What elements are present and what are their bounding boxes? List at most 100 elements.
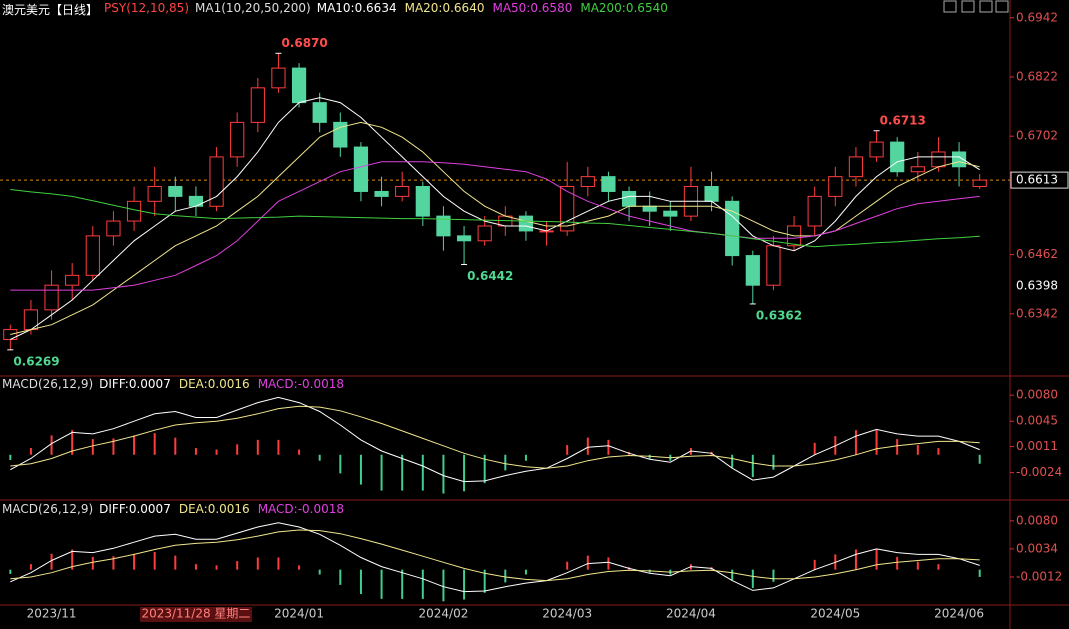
- candle-body: [44, 284, 59, 311]
- main-header: 澳元美元【日线】 PSY(12,10,85) MA1(10,20,50,200)…: [2, 1, 668, 18]
- line: [10, 189, 980, 248]
- candle-body: [456, 235, 472, 242]
- legend-entry: MACD:-0.0018: [257, 502, 345, 516]
- candle-body: [725, 200, 740, 257]
- legend-entry: DIFF:0.0007: [99, 502, 171, 516]
- y-tick-label: 0.6822: [1016, 69, 1058, 83]
- last-price-box: [1010, 171, 1069, 189]
- legend-entry: MA50:0.6580: [492, 1, 573, 15]
- y-tick-label: 0.0080: [1016, 388, 1058, 402]
- candle-body: [663, 210, 678, 217]
- line: [10, 97, 980, 340]
- extreme-label: 0.6362: [756, 308, 802, 322]
- candle-body: [312, 102, 327, 123]
- candle-body: [147, 186, 162, 202]
- legend-entry: MA20:0.6640: [404, 1, 485, 15]
- candle-body: [477, 225, 492, 242]
- candle-body: [807, 195, 822, 227]
- x-tick-label: 2024/01: [274, 607, 324, 621]
- x-tick-label: 2024/02: [419, 607, 469, 621]
- candle-body: [415, 186, 430, 217]
- y-tick-label: 0.6942: [1016, 10, 1058, 24]
- y-tick-label: -0.0024: [1016, 465, 1062, 479]
- toolbar-button[interactable]: [943, 0, 957, 13]
- line: [10, 121, 980, 335]
- panel-title: MACD(26,12,9): [2, 502, 94, 516]
- crosshair-label-bg: [139, 607, 252, 622]
- candle-body: [271, 67, 286, 89]
- toolbar-button[interactable]: [979, 0, 993, 13]
- candle-body: [828, 176, 843, 197]
- candle-body: [910, 166, 925, 173]
- y-tick-label: 0.0034: [1016, 541, 1058, 555]
- candle-body: [126, 200, 142, 222]
- extreme-label: 0.6870: [281, 36, 327, 50]
- legend-entry: DEA:0.0016: [178, 502, 250, 516]
- line: [10, 161, 980, 291]
- candle-body: [436, 215, 451, 237]
- y-tick-label: 0.0011: [1016, 439, 1058, 453]
- candle-body: [766, 245, 781, 286]
- candle-body: [168, 186, 183, 197]
- candle-body: [580, 176, 595, 188]
- indicator: MA1(10,20,50,200): [195, 1, 311, 15]
- marker-price-label: 0.6398: [1016, 279, 1058, 293]
- legend: DIFF:0.0007 DEA:0.0016 MACD:-0.0018: [99, 502, 344, 516]
- toolbar-button[interactable]: [961, 0, 975, 13]
- extreme-label: 0.6442: [467, 269, 513, 283]
- candle-body: [65, 274, 80, 286]
- y-tick-label: 0.6462: [1016, 247, 1058, 261]
- x-tick-label: 2023/11: [27, 607, 77, 621]
- legend-entry: MACD:-0.0018: [257, 377, 345, 391]
- candle-body: [291, 67, 307, 104]
- y-tick-label: 0.0080: [1016, 513, 1058, 527]
- candle-body: [621, 190, 637, 207]
- x-tick-label: 2024/05: [810, 607, 860, 621]
- y-tick-label: -0.0012: [1016, 569, 1062, 583]
- crosshair-label: 2023/11/28 星期二: [141, 607, 250, 621]
- candle-body: [869, 141, 884, 158]
- legend-entry: DEA:0.0016: [178, 377, 250, 391]
- candle-body: [353, 146, 369, 192]
- extreme-label: 0.6713: [880, 113, 926, 127]
- x-tick-label: 2024/04: [666, 607, 716, 621]
- candle-body: [848, 156, 864, 178]
- line: [10, 405, 980, 469]
- candle-body: [250, 87, 265, 123]
- macd-header: MACD(26,12,9) DIFF:0.0007 DEA:0.0016 MACD:…: [2, 377, 344, 391]
- legend-entry: MA10:0.6634: [316, 1, 397, 15]
- candle-body: [890, 141, 905, 173]
- x-tick-label: 2024/03: [542, 607, 592, 621]
- y-tick-label: 0.0045: [1016, 414, 1058, 428]
- candle-body: [931, 151, 946, 168]
- x-tick-label: 2024/06: [934, 607, 984, 621]
- candle-body: [85, 235, 100, 276]
- y-tick-label: 0.6702: [1016, 129, 1058, 143]
- candle-body: [230, 121, 245, 158]
- candle-body: [188, 195, 204, 207]
- candle-body: [601, 176, 616, 192]
- candle-body: [745, 255, 760, 286]
- candle-body: [642, 205, 657, 212]
- toolbar: [943, 0, 1009, 13]
- chart-title: 澳元美元【日线】: [2, 3, 99, 17]
- legend: MA10:0.6634 MA20:0.6640 MA50:0.6580 MA200:0…: [317, 1, 668, 18]
- candle-body: [518, 215, 534, 232]
- macd-header: MACD(26,12,9) DIFF:0.0007 DEA:0.0016 MACD:…: [2, 502, 344, 516]
- candle-body: [374, 190, 389, 197]
- panel-title: MACD(26,12,9): [2, 377, 94, 391]
- candle-body: [704, 186, 719, 202]
- toolbar-button[interactable]: [995, 0, 1009, 13]
- candle-body: [972, 179, 987, 188]
- legend-entry: MA200:0.6540: [580, 1, 668, 15]
- candle-body: [395, 186, 410, 197]
- legend: DIFF:0.0007 DEA:0.0016 MACD:-0.0018: [99, 377, 344, 391]
- last-price-label: 0.6613: [1016, 173, 1058, 187]
- indicator: PSY(12,10,85): [104, 1, 189, 15]
- line: [10, 522, 980, 593]
- y-tick-label: 0.6342: [1016, 306, 1058, 320]
- legend-entry: DIFF:0.0007: [99, 377, 171, 391]
- line: [10, 396, 980, 483]
